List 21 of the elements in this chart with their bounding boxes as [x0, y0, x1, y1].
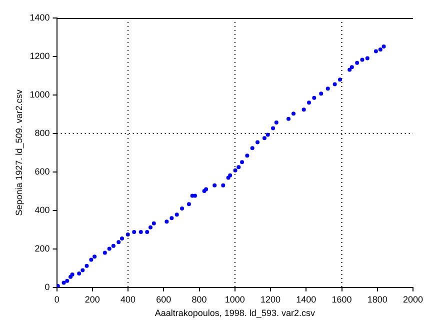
x-tick-label: 600: [156, 294, 172, 304]
x-tick-label: 1600: [332, 294, 352, 304]
x-axis-title: Aaaltrakopoulos, 1998. ld_593. var2.csv: [154, 308, 316, 318]
x-tick-label: 400: [120, 294, 136, 304]
y-tick-label: 1000: [30, 89, 50, 100]
x-tick-label: 2000: [402, 294, 424, 304]
y-axis-title: Seponia 1927. ld_509. var2.csv: [14, 89, 24, 216]
x-tick-label: 1200: [260, 294, 281, 304]
x-tick-label: 200: [84, 294, 100, 304]
y-tick-label: 200: [34, 243, 50, 254]
x-tick-label: 0: [54, 294, 60, 304]
y-tick-label: 600: [34, 166, 50, 176]
x-tick-label: 1000: [224, 294, 245, 304]
x-tick-label: 1800: [367, 294, 388, 304]
y-tick-label: 0: [44, 282, 50, 292]
x-tick-label: 1400: [296, 294, 316, 304]
y-tick-label: 1400: [30, 12, 50, 22]
y-tick-label: 400: [34, 204, 50, 215]
y-tick-label: 1200: [30, 50, 50, 61]
y-tick-label: 800: [34, 128, 50, 138]
x-tick-label: 800: [192, 294, 207, 304]
